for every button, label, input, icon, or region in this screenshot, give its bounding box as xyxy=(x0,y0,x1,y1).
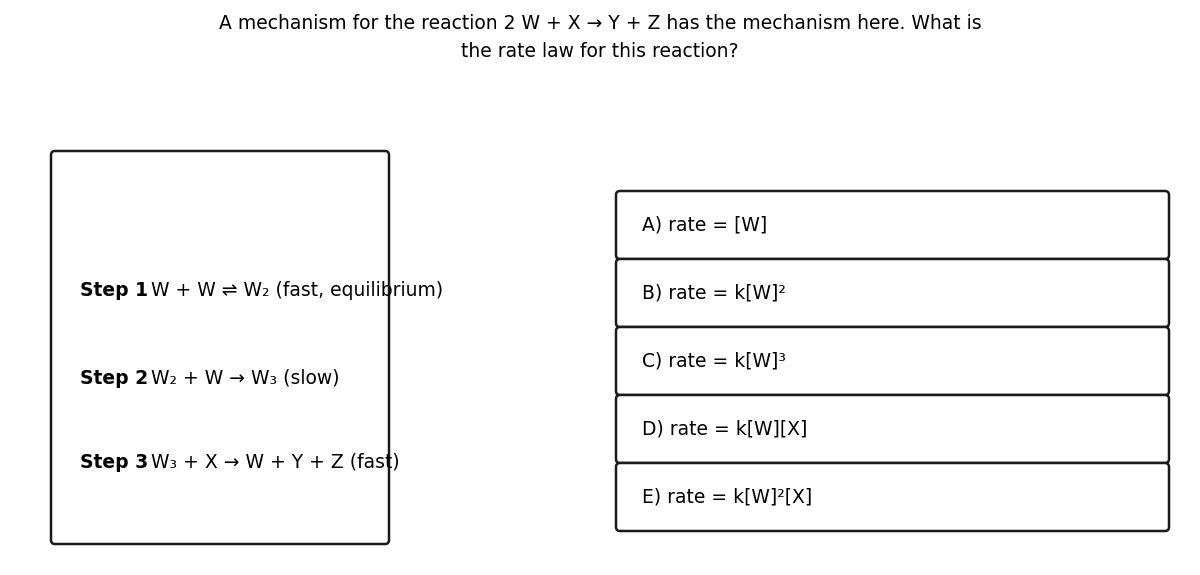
FancyBboxPatch shape xyxy=(616,327,1169,395)
Text: C) rate = k[W]³: C) rate = k[W]³ xyxy=(642,351,786,370)
Text: E) rate = k[W]²[X]: E) rate = k[W]²[X] xyxy=(642,488,812,507)
Text: W + W ⇌ W₂ (fast, equilibrium): W + W ⇌ W₂ (fast, equilibrium) xyxy=(145,281,443,300)
Text: Step 3: Step 3 xyxy=(80,453,149,472)
Text: D) rate = k[W][X]: D) rate = k[W][X] xyxy=(642,420,808,439)
Text: A mechanism for the reaction 2 W + X → Y + Z has the mechanism here. What is: A mechanism for the reaction 2 W + X → Y… xyxy=(218,14,982,33)
FancyBboxPatch shape xyxy=(616,395,1169,463)
Text: W₂ + W → W₃ (slow): W₂ + W → W₃ (slow) xyxy=(145,369,340,388)
Text: A) rate = [W]: A) rate = [W] xyxy=(642,216,767,235)
Text: the rate law for this reaction?: the rate law for this reaction? xyxy=(461,42,739,61)
FancyBboxPatch shape xyxy=(616,463,1169,531)
FancyBboxPatch shape xyxy=(616,191,1169,259)
Text: Step 1: Step 1 xyxy=(80,281,148,300)
Text: W₃ + X → W + Y + Z (fast): W₃ + X → W + Y + Z (fast) xyxy=(145,453,400,472)
FancyBboxPatch shape xyxy=(616,259,1169,327)
FancyBboxPatch shape xyxy=(50,151,389,544)
Text: Step 2: Step 2 xyxy=(80,369,148,388)
Text: B) rate = k[W]²: B) rate = k[W]² xyxy=(642,283,786,302)
